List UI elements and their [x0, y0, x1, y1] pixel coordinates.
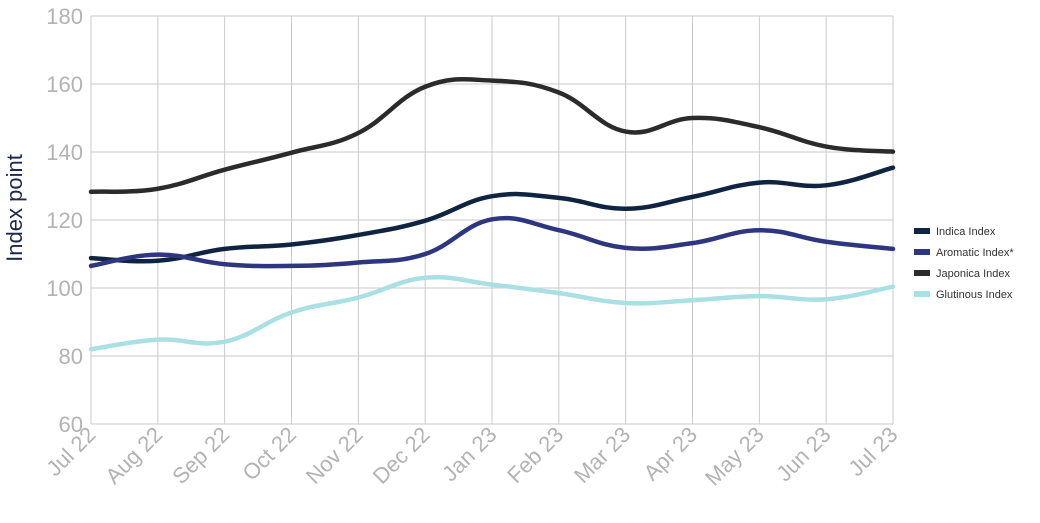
series-line-aromatic-index [88, 215, 896, 269]
legend-swatch-indica-index [914, 228, 930, 234]
legend-label-japonica-index: Japonica Index [936, 268, 1010, 280]
legend-swatch-glutinous-index [914, 291, 930, 297]
series-line-japonica-index [88, 76, 896, 195]
x-tick-label: Nov 22 [301, 422, 368, 489]
legend-swatch-japonica-index [914, 270, 930, 276]
x-tick-label: Jul 23 [843, 422, 902, 481]
x-tick-label: Oct 22 [238, 422, 302, 486]
y-tick-label: 160 [46, 72, 83, 97]
x-tick-label: Feb 23 [502, 422, 568, 488]
y-tick-label: 140 [46, 140, 83, 165]
x-tick-label: Jan 23 [437, 422, 501, 486]
x-axis-ticks: Jul 22 Aug 22 Sep 22 Oct 22 Nov 22 Dec 22 Jan … [41, 422, 902, 491]
x-tick-label: Mar 23 [569, 422, 635, 488]
series-line-indica-index [88, 165, 896, 264]
x-tick-label: Dec 22 [368, 422, 435, 489]
legend-swatch-aromatic-index [914, 249, 930, 255]
x-tick-label: Jun 23 [771, 422, 835, 486]
x-tick-label: Aug 22 [100, 422, 167, 489]
y-tick-label: 80 [59, 344, 83, 369]
legend-label-indica-index: Indica Index [936, 226, 996, 238]
y-axis-label: Index point [2, 154, 27, 262]
y-tick-label: 60 [59, 412, 83, 437]
series-line-glutinous-index [88, 275, 896, 352]
y-tick-label: 120 [46, 208, 83, 233]
legend: Indica Index Aromatic Index* Japonica Inde… [914, 226, 1014, 301]
series-lines [88, 76, 896, 352]
x-tick-label: Sep 22 [167, 422, 234, 489]
x-tick-label: Apr 23 [639, 422, 703, 486]
y-tick-label: 100 [46, 276, 83, 301]
x-tick-label: May 23 [700, 422, 769, 491]
legend-label-aromatic-index: Aromatic Index* [936, 247, 1014, 259]
legend-label-glutinous-index: Glutinous Index [936, 289, 1013, 301]
y-axis-ticks: 60 80 100 120 140 160 180 [46, 4, 83, 437]
y-tick-label: 180 [46, 4, 83, 29]
